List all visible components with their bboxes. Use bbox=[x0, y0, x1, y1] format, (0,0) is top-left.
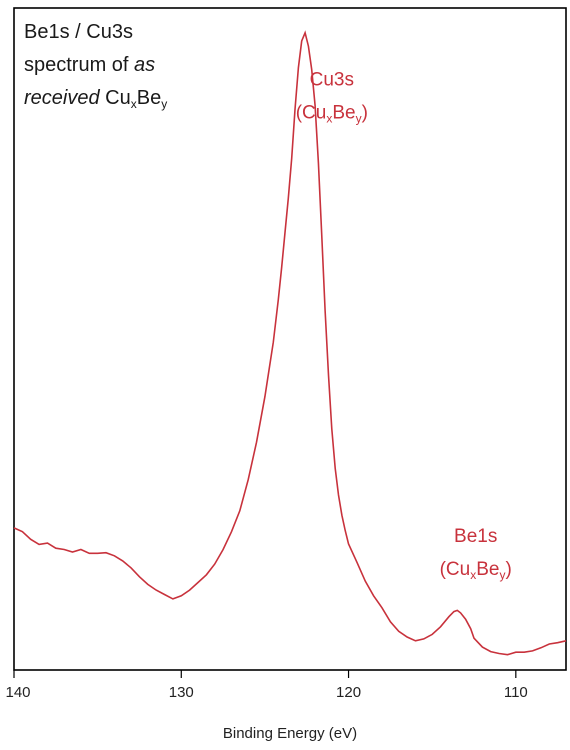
x-tick-label-110: 110 bbox=[504, 684, 528, 701]
title-line-1: Be1s / Cu3s bbox=[24, 21, 133, 43]
title-line-3: received CuxBey bbox=[24, 87, 167, 111]
x-axis-ticks bbox=[13, 670, 517, 678]
peak-annotations: Cu3s (CuxBey) Be1s (CuxBey) bbox=[296, 69, 512, 581]
x-tick-label-130: 130 bbox=[169, 684, 194, 701]
annotation-1-composition: (CuxBey) bbox=[440, 559, 512, 582]
annotation-1-label: Be1s bbox=[454, 526, 497, 547]
x-tick-label-140: 140 bbox=[5, 684, 30, 701]
x-tick-label-120: 120 bbox=[336, 684, 361, 701]
chart-title: Be1s / Cu3s spectrum of as received CuxB… bbox=[24, 21, 167, 111]
plot-area-frame bbox=[13, 7, 567, 671]
spectrum-line bbox=[13, 30, 567, 656]
annotation-0-composition: (CuxBey) bbox=[296, 102, 368, 125]
title-line-2: spectrum of as bbox=[24, 54, 155, 76]
x-axis-tick-labels: 140 130 120 110 bbox=[5, 684, 527, 701]
annotation-0-label: Cu3s bbox=[310, 69, 354, 90]
x-axis-label: Binding Energy (eV) bbox=[223, 725, 357, 742]
